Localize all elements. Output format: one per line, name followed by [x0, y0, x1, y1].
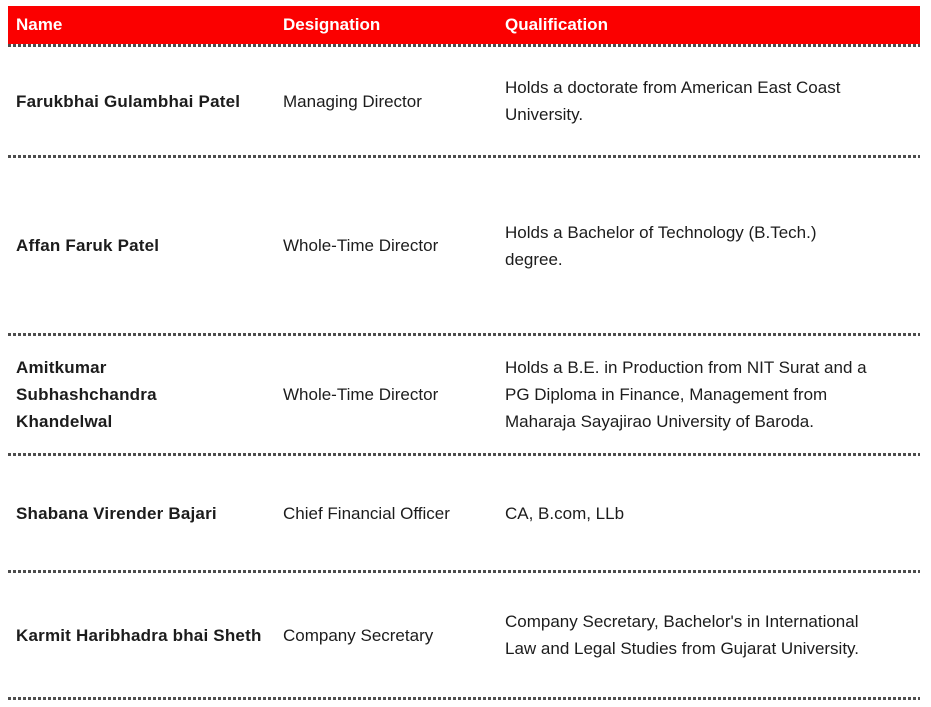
row-separator	[8, 44, 920, 47]
header-qualification: Qualification	[505, 15, 608, 34]
qualification-cell: CA, B.com, LLb	[505, 503, 625, 523]
row-separator	[8, 333, 920, 336]
designation-cell: Chief Financial Officer	[283, 503, 450, 523]
row-separator	[8, 697, 920, 700]
name-cell: Amitkumar Subhashchandra Khandelwal	[16, 358, 157, 431]
corner-red-artifact	[8, 7, 20, 13]
table-row: Karmit Haribhadra bhai Sheth Company Sec…	[8, 573, 920, 697]
header-name: Name	[16, 15, 63, 34]
designation-cell: Whole-Time Director	[283, 385, 439, 404]
qualification-cell: Holds a B.E. in Production from NIT Sura…	[505, 358, 867, 431]
table-row: Farukbhai Gulambhai Patel Managing Direc…	[8, 47, 920, 155]
row-separator	[8, 570, 920, 573]
qualification-cell: Holds a Bachelor of Technology (B.Tech.)…	[505, 222, 817, 269]
directors-table: Name Designation Qualification Farukbhai…	[8, 6, 920, 700]
row-separator	[8, 155, 920, 158]
header-designation: Designation	[283, 15, 381, 34]
designation-cell: Whole-Time Director	[283, 236, 439, 255]
name-cell: Karmit Haribhadra bhai Sheth	[16, 625, 262, 645]
qualification-cell: Holds a doctorate from American East Coa…	[505, 78, 841, 124]
qualification-cell: Company Secretary, Bachelor's in Interna…	[505, 612, 860, 658]
designation-cell: Company Secretary	[283, 625, 434, 645]
row-separator	[8, 453, 920, 456]
name-cell: Shabana Virender Bajari	[16, 503, 217, 523]
table-row: Affan Faruk Patel Whole-Time Director Ho…	[8, 158, 920, 333]
table-header-row: Name Designation Qualification	[8, 6, 920, 44]
table-row: Shabana Virender Bajari Chief Financial …	[8, 456, 920, 570]
table-row: Amitkumar Subhashchandra Khandelwal Whol…	[8, 336, 920, 453]
name-cell: Farukbhai Gulambhai Patel	[16, 91, 241, 111]
designation-cell: Managing Director	[283, 91, 422, 111]
name-cell: Affan Faruk Patel	[16, 236, 160, 255]
